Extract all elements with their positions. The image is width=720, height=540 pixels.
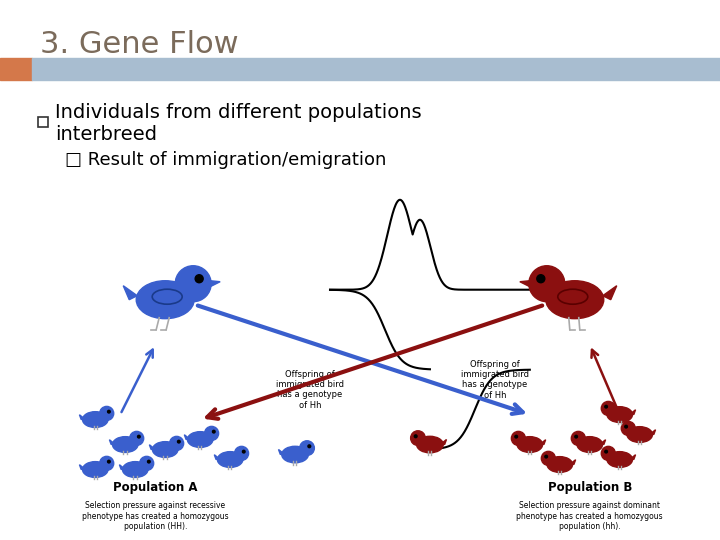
Circle shape <box>414 435 417 437</box>
Ellipse shape <box>417 436 444 453</box>
Polygon shape <box>109 440 114 444</box>
Polygon shape <box>651 430 655 435</box>
Ellipse shape <box>122 462 148 477</box>
Circle shape <box>195 275 203 283</box>
Circle shape <box>621 421 635 435</box>
Circle shape <box>178 440 180 443</box>
Ellipse shape <box>607 451 632 468</box>
Circle shape <box>410 431 426 445</box>
Ellipse shape <box>546 281 604 319</box>
Circle shape <box>140 456 153 470</box>
Circle shape <box>138 435 140 438</box>
Circle shape <box>605 450 608 453</box>
Circle shape <box>605 406 608 408</box>
Circle shape <box>130 431 144 446</box>
Polygon shape <box>571 460 575 464</box>
Ellipse shape <box>547 457 572 472</box>
Circle shape <box>537 275 545 283</box>
Ellipse shape <box>517 437 543 453</box>
Ellipse shape <box>627 427 652 442</box>
Ellipse shape <box>144 285 186 307</box>
Circle shape <box>625 426 627 428</box>
Ellipse shape <box>136 281 194 319</box>
Polygon shape <box>541 440 546 444</box>
Circle shape <box>601 447 616 461</box>
Text: Offspring of
immigrated bird
has a genotype
of Hh: Offspring of immigrated bird has a genot… <box>461 360 529 400</box>
Ellipse shape <box>607 407 632 422</box>
Text: Individuals from different populations: Individuals from different populations <box>55 103 422 123</box>
Ellipse shape <box>112 437 138 453</box>
Text: Selection pressure against dominant
phenotype has created a homozygous
populatio: Selection pressure against dominant phen… <box>516 502 663 531</box>
Circle shape <box>148 460 150 463</box>
Ellipse shape <box>83 411 108 428</box>
Polygon shape <box>215 455 219 460</box>
Ellipse shape <box>153 442 178 457</box>
Circle shape <box>528 266 564 302</box>
Ellipse shape <box>187 431 213 448</box>
Bar <box>1 58 32 80</box>
Text: □ Result of immigration/emigration: □ Result of immigration/emigration <box>66 151 387 169</box>
Ellipse shape <box>217 451 243 468</box>
Polygon shape <box>79 465 84 469</box>
Circle shape <box>243 450 245 453</box>
Polygon shape <box>601 440 606 444</box>
Ellipse shape <box>282 446 308 463</box>
Ellipse shape <box>554 285 595 307</box>
Circle shape <box>308 445 311 448</box>
Circle shape <box>545 455 547 458</box>
Text: interbreed: interbreed <box>55 125 157 144</box>
Circle shape <box>300 441 315 455</box>
Text: Selection pressure against recessive
phenotype has created a homozygous
populati: Selection pressure against recessive phe… <box>82 502 228 531</box>
Circle shape <box>601 401 616 415</box>
Circle shape <box>204 427 219 441</box>
Circle shape <box>571 431 585 446</box>
Circle shape <box>541 451 555 465</box>
Polygon shape <box>123 286 138 300</box>
Circle shape <box>99 407 114 421</box>
Polygon shape <box>631 410 636 415</box>
Polygon shape <box>279 449 283 455</box>
Circle shape <box>575 435 577 438</box>
Circle shape <box>107 460 110 463</box>
Text: 3. Gene Flow: 3. Gene Flow <box>40 30 239 59</box>
Circle shape <box>99 456 114 470</box>
Ellipse shape <box>577 437 603 453</box>
Polygon shape <box>442 440 446 444</box>
Text: Population B: Population B <box>548 481 632 494</box>
Polygon shape <box>149 445 154 449</box>
Polygon shape <box>631 455 636 460</box>
Circle shape <box>515 435 518 438</box>
Bar <box>32 58 720 80</box>
Text: Population A: Population A <box>113 481 197 494</box>
Bar <box>38 117 48 127</box>
Polygon shape <box>184 435 189 440</box>
Polygon shape <box>79 415 84 420</box>
Polygon shape <box>120 465 124 469</box>
Polygon shape <box>520 281 530 287</box>
Circle shape <box>175 266 211 302</box>
Circle shape <box>511 431 526 446</box>
Polygon shape <box>210 281 220 287</box>
Circle shape <box>235 447 248 461</box>
Circle shape <box>107 410 110 413</box>
Circle shape <box>212 430 215 433</box>
Text: Offspring of
immigrated bird
has a genotype
of Hh: Offspring of immigrated bird has a genot… <box>276 369 344 410</box>
Circle shape <box>170 436 184 450</box>
Ellipse shape <box>83 462 108 477</box>
Polygon shape <box>603 286 617 300</box>
